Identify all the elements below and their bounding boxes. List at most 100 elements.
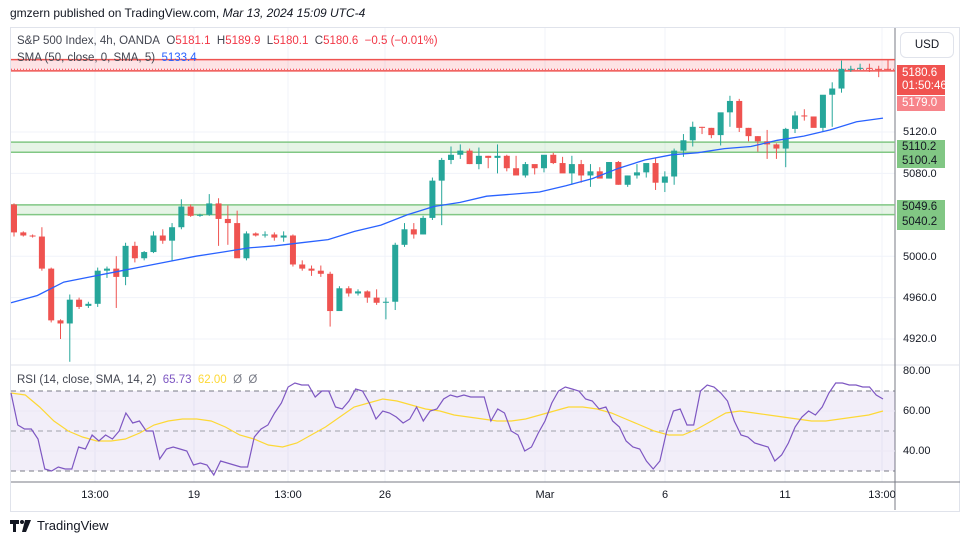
candle-body <box>754 136 761 142</box>
candle-body <box>280 235 287 238</box>
candle-body <box>717 112 724 136</box>
last-price-tag: 5180.6 01:50:46 <box>897 65 947 95</box>
candle-body <box>289 235 296 265</box>
candle-body <box>76 299 83 307</box>
rsi-value: 65.73 <box>162 374 192 386</box>
candle-body <box>234 223 241 259</box>
bar-countdown: 01:50:46 <box>902 80 947 92</box>
candle-body <box>819 94 826 128</box>
candle-body <box>494 155 501 158</box>
candle-body <box>829 88 836 95</box>
low-value: 5180.1 <box>273 35 309 47</box>
candle-body <box>20 232 27 236</box>
time-tick: 19 <box>187 489 201 501</box>
candle-body <box>466 150 473 165</box>
candle-body <box>540 154 547 169</box>
candle-body <box>652 163 659 183</box>
zone-label-5110: 5110.2 <box>897 140 945 154</box>
price-tick: 4960.0 <box>903 292 937 304</box>
candle-body <box>243 233 250 259</box>
candle-body <box>317 270 324 274</box>
candle-body <box>420 217 427 235</box>
candle-body <box>66 299 73 324</box>
candle-body <box>131 245 138 259</box>
candle-body <box>838 68 845 89</box>
candle-body <box>29 235 36 237</box>
candle-body <box>438 159 445 181</box>
candle-body <box>615 162 622 185</box>
candle-body <box>661 176 668 183</box>
candle-body <box>196 214 203 216</box>
candle-body <box>736 100 743 128</box>
candle-body <box>513 168 520 176</box>
zone-label-5100: 5100.4 <box>897 154 945 168</box>
candle-body <box>85 303 92 306</box>
candle-body <box>336 288 343 312</box>
candle-body <box>429 180 436 218</box>
rsi-label[interactable]: RSI (14, close, SMA, 14, 2) <box>17 374 157 386</box>
candle-body <box>410 229 417 235</box>
currency-button[interactable]: USD <box>900 32 954 58</box>
brand-name: TradingView <box>37 518 109 533</box>
candle-body <box>103 268 110 271</box>
candle-body <box>141 252 148 259</box>
candle-body <box>401 229 408 245</box>
sma-line <box>10 117 884 304</box>
candle-body <box>699 126 706 128</box>
publication-line: gmzern published on TradingView.com, Mar… <box>10 6 365 20</box>
tradingview-brand[interactable]: TradingView <box>10 518 109 533</box>
candle-body <box>624 175 631 185</box>
prev-level-tag: 5179.0 <box>897 96 945 111</box>
candle-body <box>382 301 389 303</box>
candle-body <box>522 164 529 176</box>
change-value: −0.5 (−0.01%) <box>364 35 438 47</box>
sma-label[interactable]: SMA (50, close, 0, SMA, 5) <box>17 52 156 64</box>
candle-body <box>364 291 371 298</box>
open-value: 5181.1 <box>175 35 211 47</box>
candle-body <box>866 67 873 69</box>
candle-body <box>169 227 176 241</box>
symbol-name[interactable]: S&P 500 Index, 4h, OANDA <box>17 35 160 47</box>
rsi-extra-1: Ø <box>233 374 243 386</box>
candle-body <box>262 234 269 236</box>
candle-body <box>801 115 808 117</box>
candle-body <box>578 164 585 176</box>
candle-body <box>178 206 185 228</box>
candle-body <box>150 235 157 253</box>
candle-body <box>671 150 678 177</box>
candle-body <box>689 126 696 141</box>
price-tick: 5000.0 <box>903 251 937 263</box>
rsi-sma-value: 62.00 <box>197 374 227 386</box>
candle-body <box>448 154 454 160</box>
candle-body <box>745 127 752 137</box>
candle-body <box>875 68 882 70</box>
candle-body <box>773 144 780 149</box>
rsi-legend: RSI (14, close, SMA, 14, 2) 65.73 62.00 … <box>17 374 257 386</box>
rsi-sma-line <box>10 392 884 448</box>
candle-body <box>792 115 799 129</box>
candle-body <box>11 204 17 233</box>
high-value: 5189.9 <box>225 35 261 47</box>
candle-body <box>587 171 594 176</box>
candle-body <box>810 116 817 128</box>
candle-body <box>187 206 194 216</box>
author: gmzern <box>10 6 51 20</box>
candle-body <box>568 164 575 174</box>
candle-body <box>48 268 55 321</box>
time-tick: 11 <box>779 489 791 501</box>
candle-body <box>355 291 362 294</box>
candle-body <box>726 100 733 113</box>
support-zone <box>11 204 895 215</box>
support-zone <box>11 142 895 153</box>
close-value: 5180.6 <box>323 35 359 47</box>
zone-label-5049: 5049.6 <box>897 200 945 215</box>
candle-body <box>299 264 306 269</box>
rsi-tick: 40.00 <box>903 445 931 457</box>
candle-body <box>373 297 380 303</box>
candle-body <box>345 288 352 294</box>
candle-body <box>215 203 222 219</box>
candle-body <box>122 245 129 277</box>
candle-body <box>252 233 259 236</box>
candle-body <box>159 235 166 241</box>
